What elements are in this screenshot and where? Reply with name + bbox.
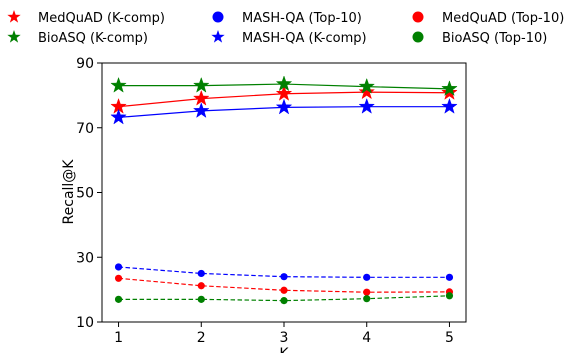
legend-circle-marker (212, 11, 224, 23)
x-tick-label: 2 (197, 330, 206, 346)
legend-item-mash-qa-k-comp: MASH-QA (K-comp) (211, 30, 367, 46)
x-tick-label: 5 (445, 330, 454, 346)
data-point-star (192, 76, 210, 93)
y-tick-label: 90 (76, 56, 94, 72)
legend-label: MedQuAD (Top-10) (442, 11, 564, 26)
data-point-star (275, 84, 293, 101)
series-mash-qa-k-comp (110, 97, 458, 125)
data-point-circle (197, 282, 205, 290)
data-point-circle (197, 269, 205, 278)
series-bioasq-k-comp (110, 75, 458, 96)
series-layer (110, 75, 458, 305)
x-ticks: 1 2 3 4 5 (114, 322, 454, 346)
data-point-star (275, 98, 293, 115)
y-ticks: 10 30 50 70 90 (76, 56, 102, 331)
legend-item-medquad-top-10: MedQuAD (Top-10) (412, 11, 564, 26)
data-point-star (358, 97, 376, 114)
data-point-circle (114, 274, 123, 282)
data-point-circle (445, 292, 454, 300)
y-tick-label: 30 (76, 250, 94, 266)
data-point-star (110, 76, 127, 93)
data-point-circle (280, 273, 288, 281)
series-medquad-top-10 (114, 274, 454, 296)
series-bioasq-top-10 (114, 292, 454, 305)
legend-star-marker (7, 10, 21, 23)
data-point-star (192, 89, 210, 106)
data-point-circle (280, 297, 288, 305)
series-mash-qa-top-10 (114, 263, 454, 281)
data-point-circle (363, 273, 371, 281)
x-tick-label: 1 (114, 330, 123, 346)
x-axis-label: K (279, 346, 289, 353)
data-point-circle (363, 295, 371, 303)
y-axis-label: Recall@K (61, 159, 77, 225)
plot-area: 10 30 50 70 90 1 2 3 4 5 (76, 56, 467, 346)
data-point-circle (114, 295, 123, 303)
legend-item-mash-qa-top-10: MASH-QA (Top-10) (212, 11, 362, 26)
y-tick-label: 70 (76, 121, 94, 137)
data-point-star (275, 75, 293, 92)
data-point-star (358, 77, 376, 94)
legend: MedQuAD (K-comp) BioASQ (K-comp) MASH-QA (… (7, 10, 564, 46)
legend-item-bioasq-k-comp: BioASQ (K-comp) (7, 30, 148, 46)
legend-label: MedQuAD (K-comp) (38, 11, 165, 26)
legend-item-medquad-k-comp: MedQuAD (K-comp) (7, 10, 165, 26)
legend-label: MASH-QA (Top-10) (242, 11, 362, 26)
legend-circle-marker (412, 31, 424, 43)
legend-label: BioASQ (Top-10) (442, 31, 547, 46)
data-point-star (441, 80, 458, 96)
x-tick-label: 4 (362, 330, 371, 346)
series-line (118, 266, 450, 278)
data-point-circle (114, 263, 123, 271)
y-tick-label: 10 (76, 315, 94, 331)
data-point-circle (280, 286, 288, 294)
data-point-circle (197, 295, 205, 303)
x-tick-label: 3 (280, 330, 289, 346)
legend-star-marker (7, 30, 21, 43)
legend-item-bioasq-top-10: BioASQ (Top-10) (412, 31, 547, 46)
y-tick-label: 50 (76, 186, 94, 202)
data-point-star (441, 97, 458, 114)
data-point-star (358, 83, 376, 100)
data-point-circle (363, 288, 371, 296)
legend-star-marker (211, 30, 225, 43)
data-point-circle (445, 273, 454, 281)
data-point-star (110, 108, 127, 125)
legend-label: MASH-QA (K-comp) (242, 31, 367, 46)
data-point-star (192, 102, 210, 119)
legend-circle-marker (412, 11, 424, 23)
series-line (118, 277, 450, 293)
legend-label: BioASQ (K-comp) (38, 31, 148, 46)
